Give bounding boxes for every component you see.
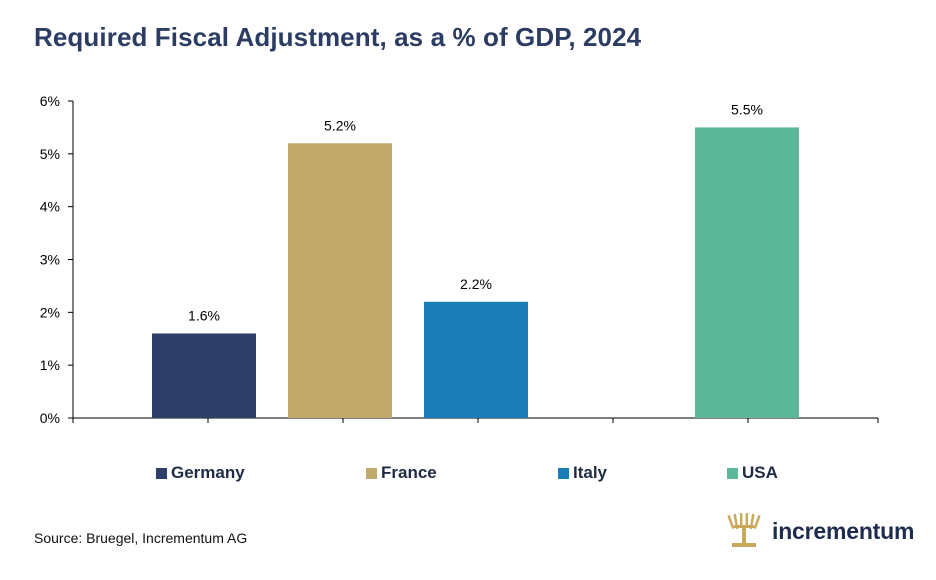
- source-note: Source: Bruegel, Incrementum AG: [34, 530, 248, 546]
- y-tick-label: 4%: [40, 199, 60, 215]
- data-label-usa: 5.5%: [731, 101, 763, 117]
- chart-title: Required Fiscal Adjustment, as a % of GD…: [34, 22, 642, 52]
- legend-label-usa: USA: [742, 463, 778, 482]
- y-tick-label: 1%: [40, 357, 60, 373]
- y-tick-label: 5%: [40, 146, 60, 162]
- tree-logo-icon: [727, 513, 761, 547]
- legend-label-france: France: [381, 463, 437, 482]
- legend-label-italy: Italy: [573, 463, 608, 482]
- legend-label-germany: Germany: [171, 463, 245, 482]
- bar-france: [288, 143, 392, 418]
- legend-swatch-france: [366, 467, 377, 479]
- bar-chart: 0% 1% 2% 3% 4% 5% 6% 1.6% 5.2% 2.2% 5.5%: [40, 93, 879, 426]
- y-tick-label: 3%: [40, 252, 60, 268]
- y-tick-label: 2%: [40, 304, 60, 320]
- bar-germany: [152, 333, 256, 418]
- logo-wordmark: incrementum: [772, 517, 915, 544]
- legend-item-germany: Germany: [156, 463, 245, 483]
- data-label-germany: 1.6%: [188, 307, 220, 323]
- legend-swatch-italy: [558, 467, 569, 479]
- legend-swatch-germany: [156, 467, 167, 479]
- legend-item-italy: Italy: [558, 463, 607, 483]
- y-tick-label: 0%: [40, 410, 60, 426]
- data-label-france: 5.2%: [324, 117, 356, 133]
- legend-swatch-usa: [727, 467, 738, 479]
- legend-item-usa: USA: [727, 463, 778, 483]
- bar-usa: [695, 127, 799, 419]
- y-tick-label: 6%: [40, 93, 60, 109]
- incrementum-logo: incrementum: [726, 513, 914, 549]
- data-label-italy: 2.2%: [460, 276, 492, 292]
- bar-italy: [424, 301, 528, 418]
- legend-item-france: France: [366, 463, 437, 483]
